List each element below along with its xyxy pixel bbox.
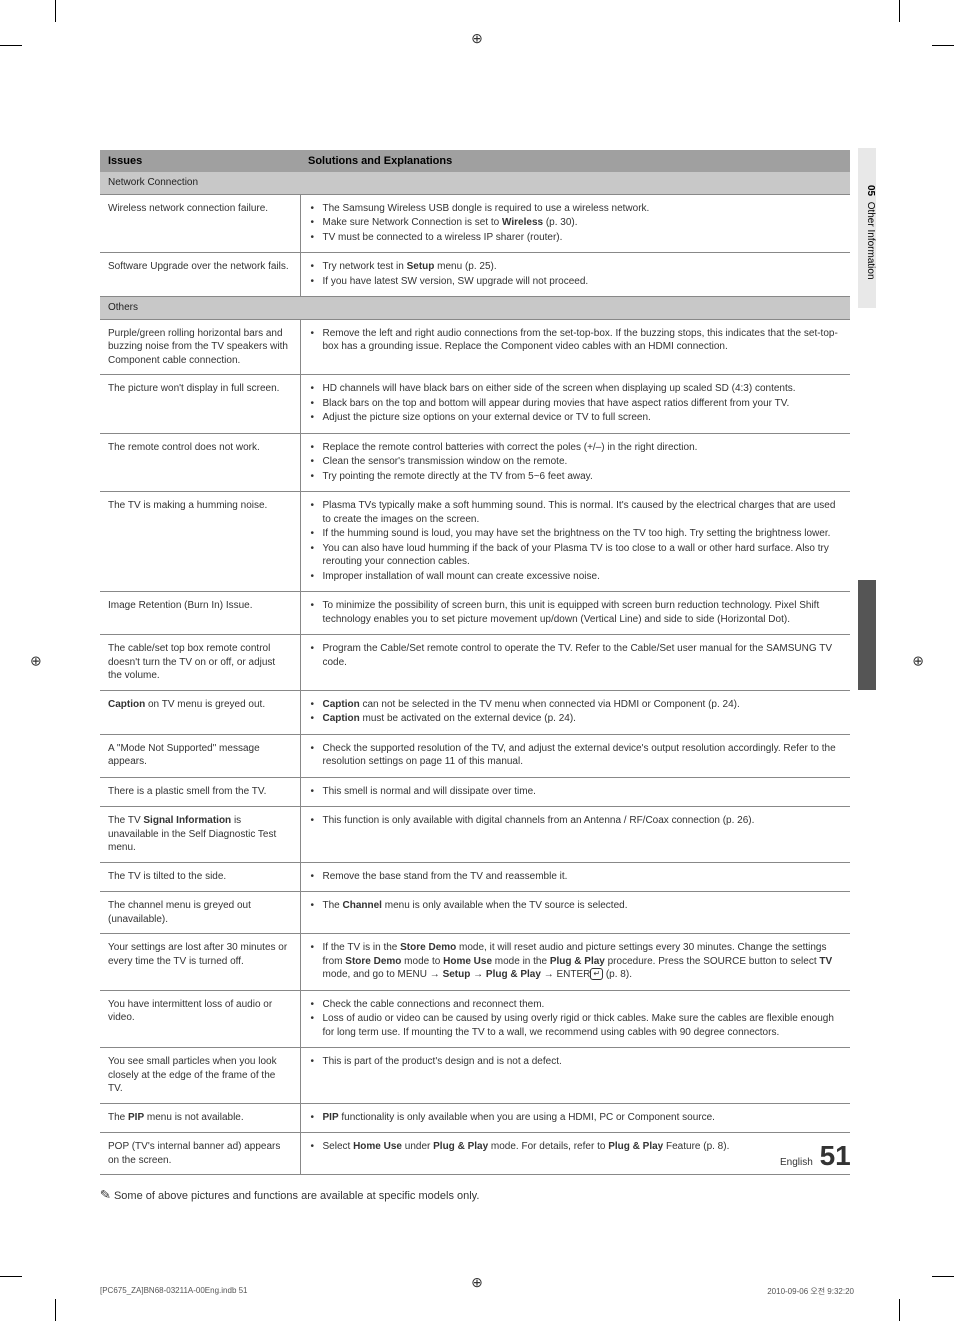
table-row: You see small particles when you look cl… (100, 1048, 850, 1104)
troubleshooting-table: Issues Solutions and Explanations Networ… (100, 150, 850, 1175)
footer-filename: [PC675_ZA]BN68-03211A-00Eng.indb 51 (100, 1286, 248, 1295)
solution-cell: Check the supported resolution of the TV… (300, 734, 850, 777)
crop-mark (55, 0, 56, 22)
solution-cell: PIP functionality is only available when… (300, 1103, 850, 1133)
solution-cell: Caption can not be selected in the TV me… (300, 690, 850, 734)
table-row: POP (TV's internal banner ad) appears on… (100, 1133, 850, 1175)
page-number: English 51 (780, 1140, 851, 1172)
table-row: The TV is tilted to the side.Remove the … (100, 862, 850, 892)
side-indicator (858, 580, 876, 690)
registration-mark-icon: ⊕ (471, 1274, 483, 1291)
table-row: Caption on TV menu is greyed out.Caption… (100, 690, 850, 734)
table-row: The TV is making a humming noise.Plasma … (100, 492, 850, 592)
issue-cell: The TV is making a humming noise. (100, 492, 300, 592)
footnote-text: Some of above pictures and functions are… (114, 1190, 479, 1202)
table-row: You have intermittent loss of audio or v… (100, 990, 850, 1048)
table-row: Image Retention (Burn In) Issue.To minim… (100, 592, 850, 635)
issue-cell: You have intermittent loss of audio or v… (100, 990, 300, 1048)
issue-cell: There is a plastic smell from the TV. (100, 777, 300, 807)
table-row: The picture won't display in full screen… (100, 375, 850, 434)
solution-cell: This is part of the product's design and… (300, 1048, 850, 1104)
issue-cell: Purple/green rolling horizontal bars and… (100, 319, 300, 375)
issue-cell: The cable/set top box remote control doe… (100, 635, 300, 691)
crop-mark (55, 1299, 56, 1321)
solution-cell: The Channel menu is only available when … (300, 892, 850, 934)
issue-cell: Caption on TV menu is greyed out. (100, 690, 300, 734)
solution-cell: The Samsung Wireless USB dongle is requi… (300, 194, 850, 253)
table-row: There is a plastic smell from the TV.Thi… (100, 777, 850, 807)
issue-cell: The channel menu is greyed out (unavaila… (100, 892, 300, 934)
issue-cell: The TV Signal Information is unavailable… (100, 807, 300, 863)
column-header-solutions: Solutions and Explanations (300, 150, 850, 172)
issue-cell: The TV is tilted to the side. (100, 862, 300, 892)
solution-cell: This smell is normal and will dissipate … (300, 777, 850, 807)
table-row: The remote control does not work.Replace… (100, 433, 850, 492)
registration-mark-icon: ⊕ (912, 652, 924, 669)
solution-cell: This function is only available with dig… (300, 807, 850, 863)
issue-cell: The PIP menu is not available. (100, 1103, 300, 1133)
issue-cell: You see small particles when you look cl… (100, 1048, 300, 1104)
solution-cell: Remove the left and right audio connecti… (300, 319, 850, 375)
solution-cell: Check the cable connections and reconnec… (300, 990, 850, 1048)
issue-cell: POP (TV's internal banner ad) appears on… (100, 1133, 300, 1175)
issue-cell: The remote control does not work. (100, 433, 300, 492)
crop-mark (0, 45, 22, 46)
registration-mark-icon: ⊕ (471, 30, 483, 47)
footnote: ✎ Some of above pictures and functions a… (100, 1187, 850, 1203)
issue-cell: Wireless network connection failure. (100, 194, 300, 253)
crop-mark (932, 45, 954, 46)
column-header-issues: Issues (100, 150, 300, 172)
footer-timestamp: 2010-09-06 오전 9:32:20 (767, 1286, 854, 1297)
crop-mark (899, 0, 900, 22)
crop-mark (932, 1276, 954, 1277)
section-title: Other Information (865, 201, 876, 279)
solution-cell: Replace the remote control batteries wit… (300, 433, 850, 492)
issue-cell: The picture won't display in full screen… (100, 375, 300, 434)
solution-cell: If the TV is in the Store Demo mode, it … (300, 934, 850, 991)
registration-mark-icon: ⊕ (30, 652, 42, 669)
solution-cell: Program the Cable/Set remote control to … (300, 635, 850, 691)
solution-cell: To minimize the possibility of screen bu… (300, 592, 850, 635)
table-section-header: Others (100, 297, 850, 320)
issue-cell: Your settings are lost after 30 minutes … (100, 934, 300, 991)
issue-cell: Software Upgrade over the network fails. (100, 253, 300, 297)
solution-cell: Select Home Use under Plug & Play mode. … (300, 1133, 850, 1175)
crop-mark (0, 1276, 22, 1277)
table-row: Wireless network connection failure.The … (100, 194, 850, 253)
issue-cell: Image Retention (Burn In) Issue. (100, 592, 300, 635)
table-row: The channel menu is greyed out (unavaila… (100, 892, 850, 934)
table-section-header: Network Connection (100, 172, 850, 194)
table-row: A "Mode Not Supported" message appears.C… (100, 734, 850, 777)
solution-cell: HD channels will have black bars on eith… (300, 375, 850, 434)
crop-mark (899, 1299, 900, 1321)
solution-cell: Plasma TVs typically make a soft humming… (300, 492, 850, 592)
section-tab: 05 Other Information (858, 148, 876, 308)
table-row: Your settings are lost after 30 minutes … (100, 934, 850, 991)
note-icon: ✎ (99, 1187, 111, 1204)
solution-cell: Remove the base stand from the TV and re… (300, 862, 850, 892)
solution-cell: Try network test in Setup menu (p. 25).I… (300, 253, 850, 297)
issue-cell: A "Mode Not Supported" message appears. (100, 734, 300, 777)
main-content: Issues Solutions and Explanations Networ… (100, 150, 850, 1203)
section-number: 05 (865, 185, 876, 196)
table-row: The PIP menu is not available.PIP functi… (100, 1103, 850, 1133)
table-row: The TV Signal Information is unavailable… (100, 807, 850, 863)
table-row: Software Upgrade over the network fails.… (100, 253, 850, 297)
table-row: The cable/set top box remote control doe… (100, 635, 850, 691)
page-number-value: 51 (820, 1140, 851, 1171)
page-language: English (780, 1157, 813, 1168)
table-row: Purple/green rolling horizontal bars and… (100, 319, 850, 375)
